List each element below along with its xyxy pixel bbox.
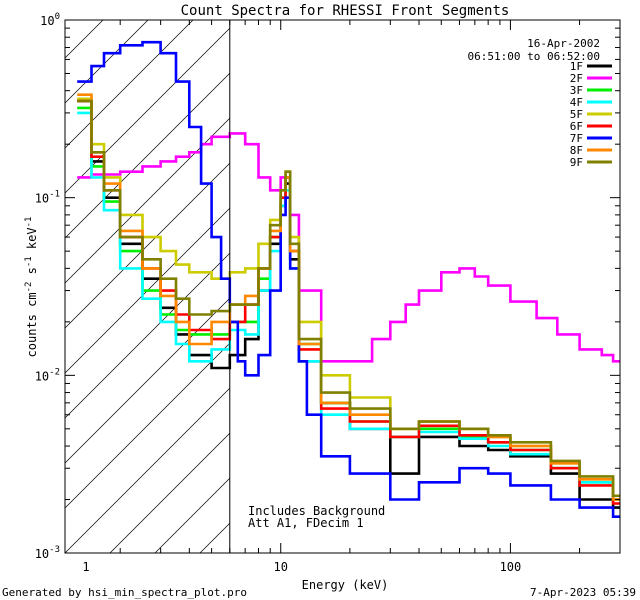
y-tick-label: 10-2: [35, 367, 60, 383]
y-tick-label: 10-3: [35, 545, 60, 561]
legend-label-2f: 2F: [570, 72, 583, 85]
info-block: 16-Apr-2002 06:51:00 to 06:52:00: [468, 37, 600, 63]
x-tick-label: 100: [500, 560, 522, 574]
series-2f: [77, 132, 620, 363]
legend-label-5f: 5F: [570, 108, 583, 121]
legend-label-4f: 4F: [570, 96, 583, 109]
hatch-line: [109, 432, 230, 553]
y-tick-label: 100: [40, 12, 60, 28]
x-axis-label: Energy (keV): [302, 578, 389, 592]
axes: 10 100 1 100 10-1 10-2 10-3: [35, 12, 621, 574]
legend-label-6f: 6F: [570, 120, 583, 133]
legend-label-8f: 8F: [570, 144, 583, 157]
excluded-region-hatch: [0, 20, 640, 553]
hatch-line: [65, 20, 194, 149]
hatch-line: [65, 252, 230, 419]
hatch-line: [290, 20, 640, 553]
y-axis-label: counts cm-2 s-1 keV-1: [24, 217, 39, 358]
footer-generated: Generated by hsi_min_spectra_plot.pro: [2, 586, 247, 599]
series-7f: [77, 40, 620, 518]
hatch-line: [65, 297, 230, 464]
hatch-line: [65, 117, 230, 284]
annotation-attenuator: Att A1, FDecim 1: [248, 516, 364, 530]
hatch-line: [425, 20, 640, 553]
legend-label-7f: 7F: [570, 132, 583, 145]
hatch-line: [65, 207, 230, 374]
x-tick-label: 1: [82, 560, 89, 574]
series-9f: [77, 99, 620, 498]
time-range-label: 06:51:00 to 06:52:00: [468, 50, 600, 63]
legend-label-9f: 9F: [570, 156, 583, 169]
hatch-line: [65, 162, 230, 329]
chart-title: Count Spectra for RHESSI Front Segments: [181, 3, 510, 19]
hatch-line: [65, 387, 230, 553]
hatch-line: [65, 342, 230, 509]
hatch-line: [0, 20, 13, 553]
series-8f: [77, 93, 620, 501]
series-layer: [77, 40, 620, 518]
legend-label-3f: 3F: [570, 84, 583, 97]
hatch-line: [65, 72, 230, 239]
plot-frame: [64, 19, 621, 554]
hatch-line: [65, 20, 149, 104]
y-tick-label: 10-1: [35, 190, 60, 206]
legend-label-1f: 1F: [570, 60, 583, 73]
x-tick-label: 10: [274, 560, 288, 574]
annotation-background: Includes Background: [248, 504, 385, 518]
footer-timestamp: 7-Apr-2023 05:39: [530, 586, 636, 599]
hatch-line: [65, 27, 230, 194]
series-4f: [77, 111, 620, 501]
date-label: 16-Apr-2002: [527, 37, 600, 50]
